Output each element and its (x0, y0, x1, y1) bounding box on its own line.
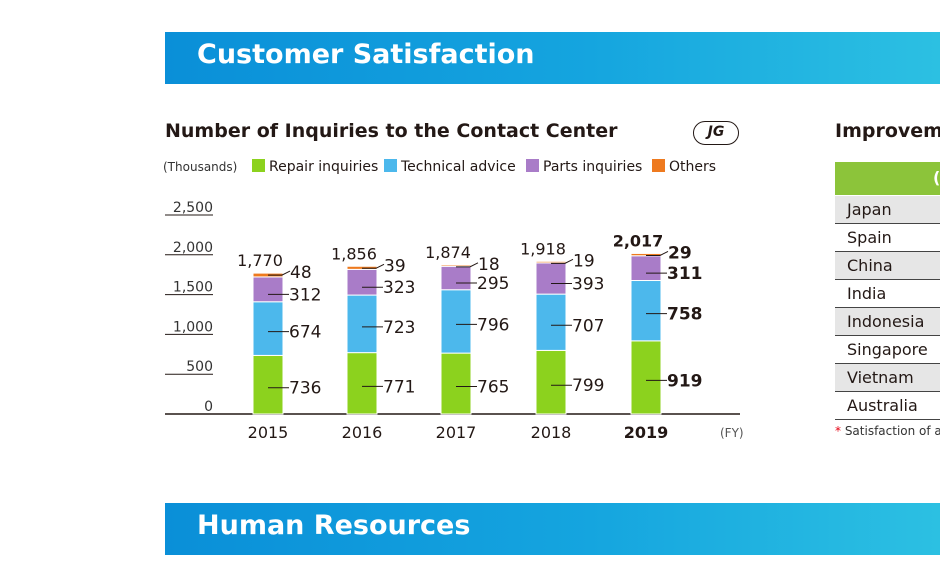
data-label: 29 (668, 243, 692, 263)
bar-segment (346, 268, 378, 296)
x-tick-label: 2016 (342, 423, 383, 442)
data-label: 765 (477, 378, 509, 398)
bar-segment (346, 294, 378, 354)
legend-item-others: Others (652, 159, 716, 175)
bar-segment (440, 264, 472, 267)
table-header-text: ( (933, 168, 940, 187)
bar-segment (440, 352, 472, 415)
data-label: 758 (667, 305, 703, 325)
legend-item-parts: Parts inquiries (526, 159, 642, 175)
label-leader (551, 258, 574, 264)
footnote-mark: * (835, 424, 841, 438)
data-label: 39 (384, 256, 406, 276)
bar-segment (440, 265, 472, 291)
bar-segment (252, 354, 284, 415)
table-row: Indonesia (835, 308, 940, 336)
legend-swatch (252, 159, 265, 172)
bar-segment (630, 340, 662, 415)
table-row: Spain (835, 224, 940, 252)
data-label: 707 (572, 316, 604, 336)
footnote: * Satisfaction of a (835, 424, 940, 438)
data-label: 295 (477, 274, 509, 294)
bar-segment (630, 280, 662, 342)
bar-segment (346, 352, 378, 415)
y-tick-label: 0 (204, 399, 213, 415)
footnote-text: Satisfaction of a (841, 424, 940, 438)
y-tick-label: 1,000 (173, 319, 213, 335)
y-tick-label: 2,000 (173, 240, 213, 256)
bar-segment (535, 293, 567, 351)
x-tick-label: 2015 (248, 423, 289, 442)
bar-segment (630, 255, 662, 282)
table-row: China (835, 252, 940, 280)
bar-segment (252, 301, 284, 356)
data-label: 48 (290, 263, 312, 283)
legend-label: Technical advice (401, 159, 516, 175)
table-row: Japan (835, 196, 940, 224)
section-title: Customer Satisfaction (197, 39, 535, 70)
table-row: Vietnam (835, 364, 940, 392)
data-label: 393 (572, 274, 604, 294)
data-label: 18 (478, 255, 500, 275)
data-label: 799 (572, 376, 604, 396)
section-banner-human-resources: Human Resources (165, 503, 940, 555)
total-label: 1,856 (331, 244, 377, 263)
x-axis-label: (FY) (720, 426, 744, 440)
legend-label: Repair inquiries (269, 159, 379, 175)
label-leader (646, 250, 669, 256)
data-label: 736 (289, 379, 321, 399)
total-label: 1,918 (520, 239, 566, 258)
data-label: 796 (477, 315, 509, 335)
jg-badge: JG (693, 121, 739, 145)
unit-label: (Thousands) (163, 160, 238, 174)
table-row: Singapore (835, 336, 940, 364)
data-label: 19 (573, 251, 595, 271)
chart-title: Number of Inquiries to the Contact Cente… (165, 120, 618, 142)
table-row: India (835, 280, 940, 308)
table-row: Australia (835, 392, 940, 420)
legend-item-repair: Repair inquiries (252, 159, 378, 175)
label-leader (362, 263, 385, 269)
legend-label: Parts inquiries (543, 159, 643, 175)
bar-segment (535, 262, 567, 295)
legend-swatch (652, 159, 665, 172)
data-label: 674 (289, 323, 321, 343)
data-label: 771 (383, 377, 415, 397)
data-label: 919 (667, 371, 703, 391)
data-label: 312 (289, 285, 321, 305)
y-tick-label: 500 (186, 359, 213, 375)
total-label: 1,874 (425, 243, 471, 262)
legend-swatch (384, 159, 397, 172)
total-label: 2,017 (613, 231, 664, 250)
bar-segment (252, 276, 284, 303)
label-leader (268, 270, 291, 276)
y-tick-label: 1,500 (173, 280, 213, 296)
data-label: 723 (383, 318, 415, 338)
bar-segment (535, 260, 567, 264)
data-label: 311 (667, 264, 703, 284)
section-banner-customer-satisfaction: Customer Satisfaction (165, 32, 940, 84)
table-header: ( (835, 162, 940, 195)
legend-swatch (526, 159, 539, 172)
x-tick-label: 2017 (436, 423, 477, 442)
total-label: 1,770 (237, 251, 283, 270)
data-label: 323 (383, 278, 415, 298)
x-tick-label: 2018 (531, 423, 572, 442)
right-panel-title: Improvem (835, 120, 940, 142)
bar-segment (535, 349, 567, 415)
section-title: Human Resources (197, 510, 471, 541)
legend-item-technical: Technical advice (384, 159, 516, 175)
x-tick-label: 2019 (624, 423, 669, 442)
label-leader (456, 262, 479, 268)
y-tick-label: 2,500 (173, 200, 213, 216)
legend-label: Others (669, 159, 717, 175)
bar-segment (440, 289, 472, 354)
